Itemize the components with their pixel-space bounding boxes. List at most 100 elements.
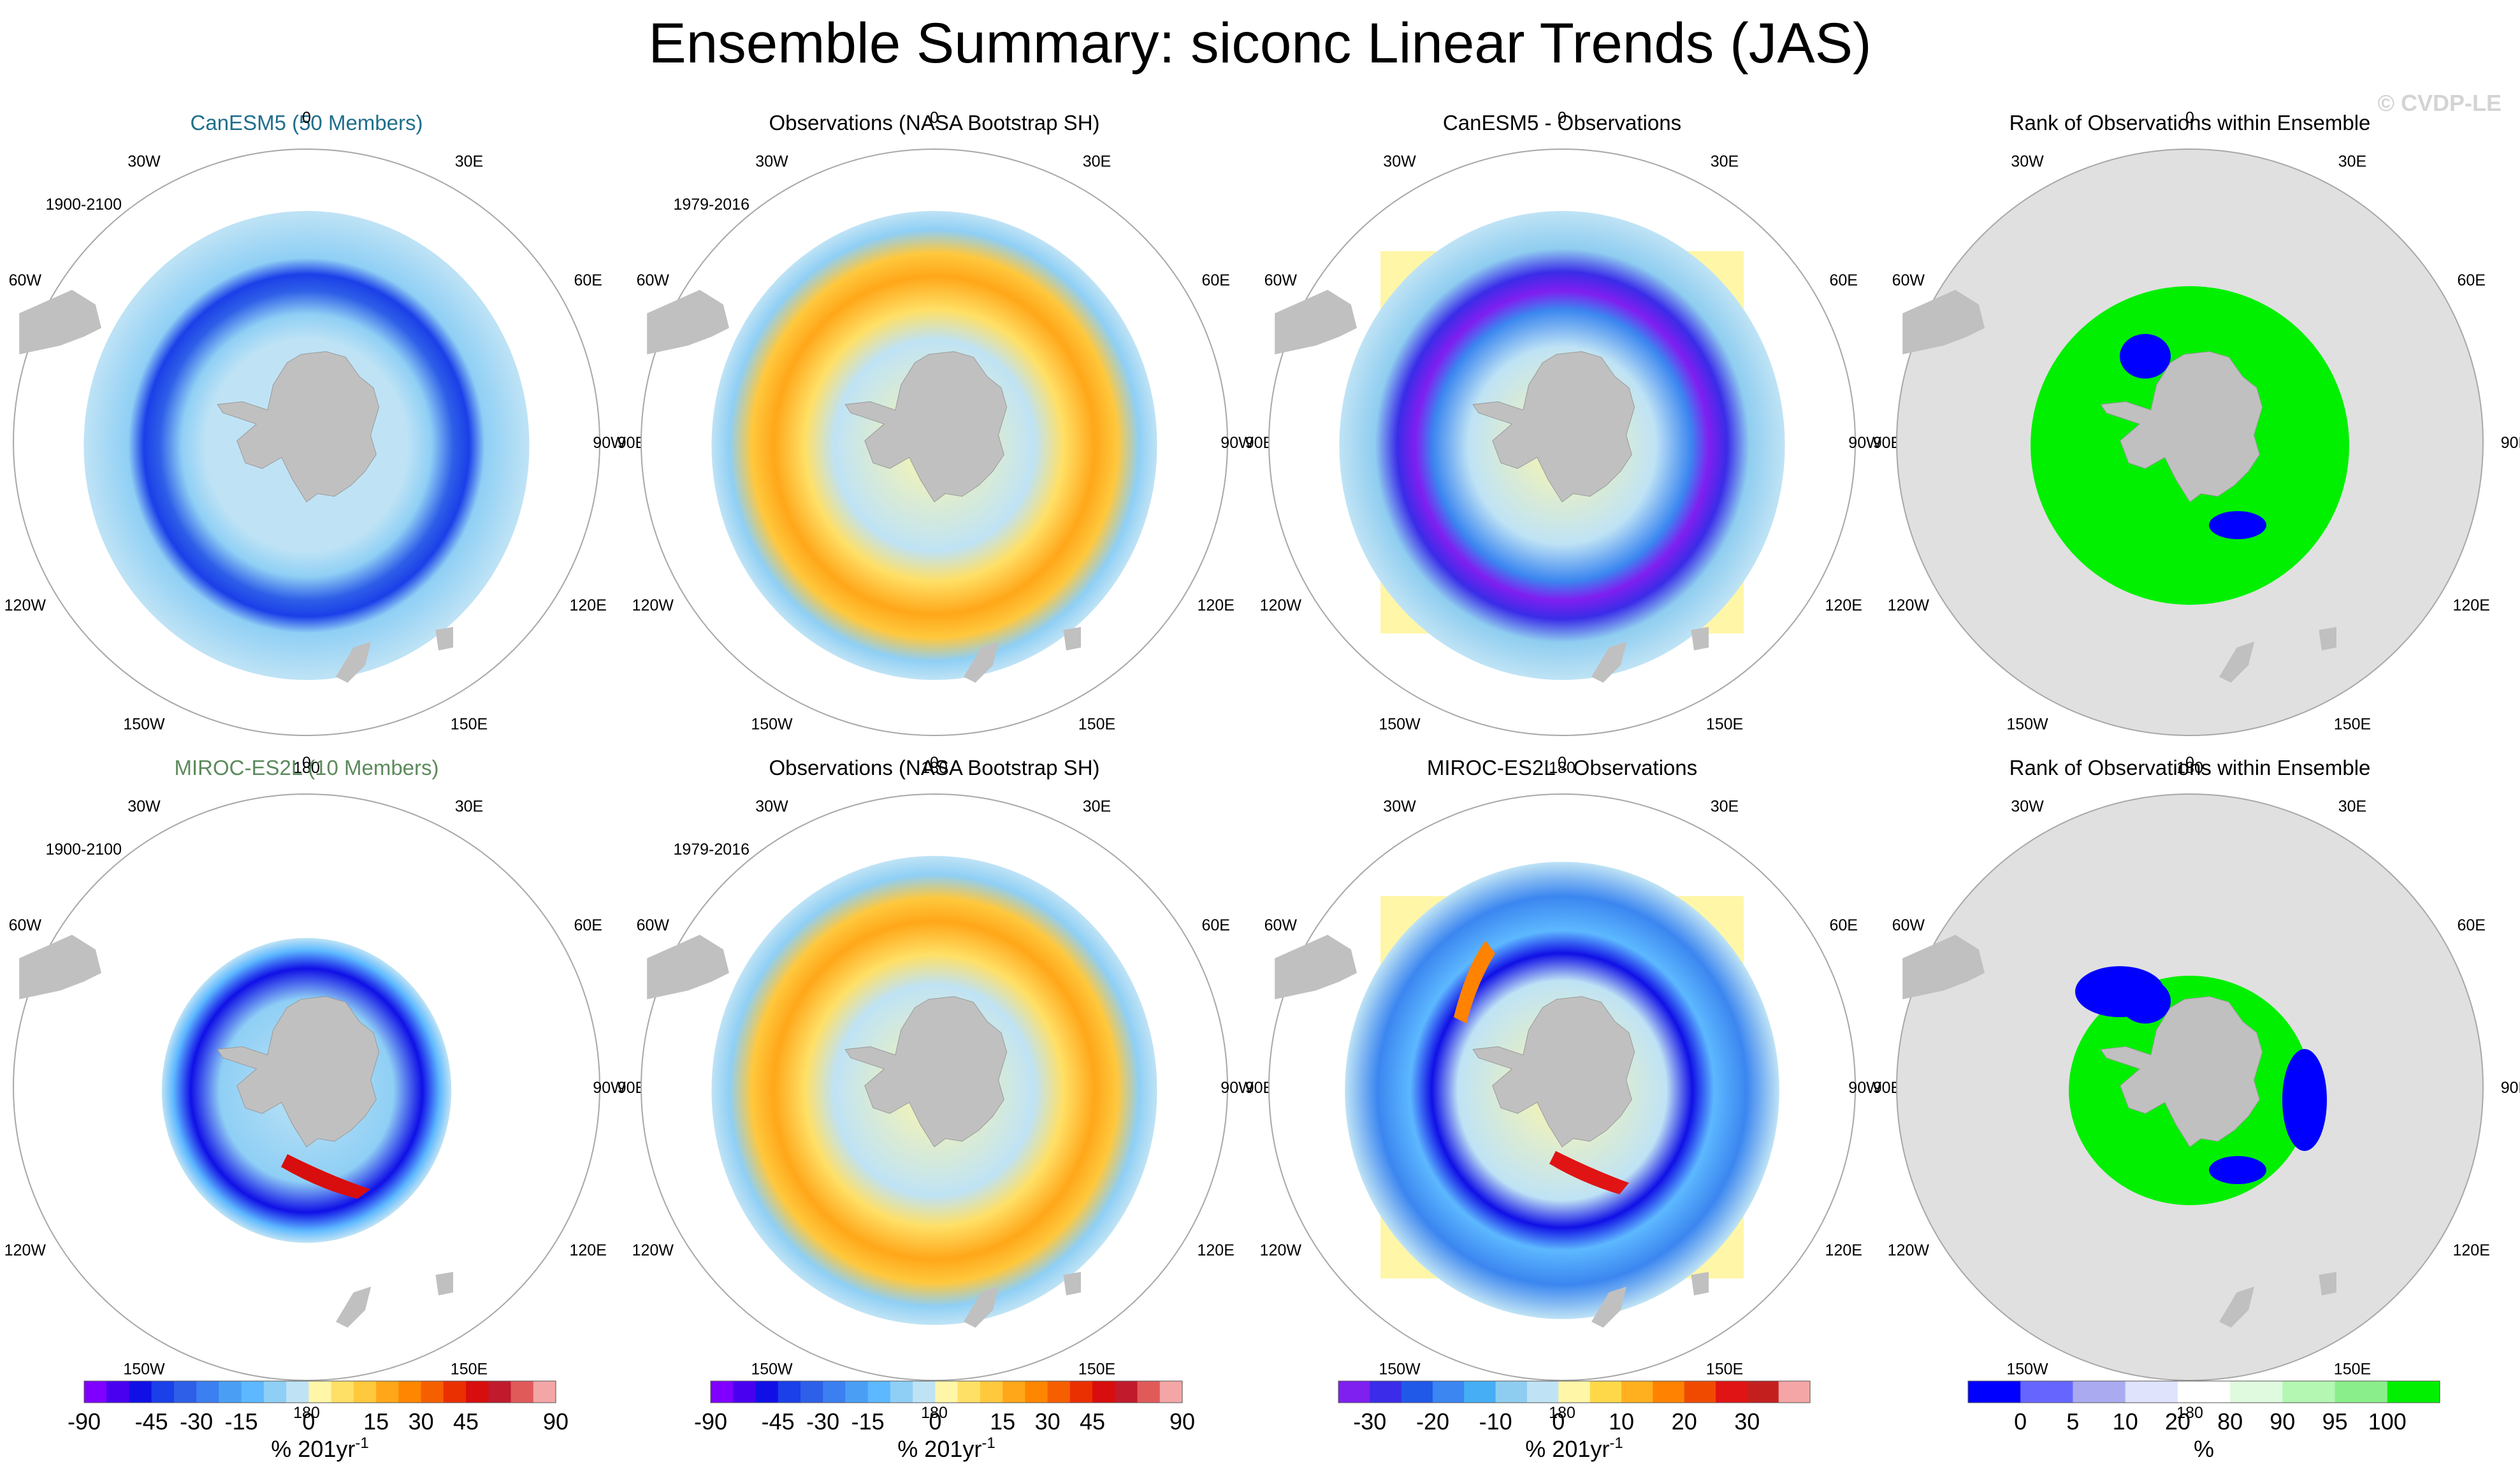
colorbar-swatch xyxy=(845,1381,869,1403)
longitude-label: 150W xyxy=(751,716,793,734)
colorbar-swatch xyxy=(84,1381,107,1403)
longitude-label: 60E xyxy=(1829,916,1857,934)
tasmania-land xyxy=(435,1271,453,1296)
colorbar-swatch xyxy=(241,1381,264,1403)
longitude-label: 60E xyxy=(574,916,602,934)
colorbar-swatch xyxy=(443,1381,467,1403)
panel-period: 1900-2100 xyxy=(45,196,122,213)
antarctica-land xyxy=(2100,351,2263,503)
longitude-label: 60W xyxy=(1264,916,1298,934)
colorbar-tick-label: 45 xyxy=(453,1408,479,1435)
map-panel-7: MIROC-ES2L - Observations030E60E90E120E1… xyxy=(1220,754,1901,1422)
tasmania-land xyxy=(2319,1271,2336,1296)
longitude-label: 0 xyxy=(2185,109,2194,127)
longitude-label: 120W xyxy=(1888,1241,1930,1259)
longitude-label: 90W xyxy=(1220,434,1254,452)
colorbar-tick-label: -90 xyxy=(694,1408,727,1435)
colorbar-swatch xyxy=(129,1381,152,1403)
colorbar-swatch xyxy=(867,1381,891,1403)
panel-title: Observations (NASA Bootstrap SH) xyxy=(769,756,1099,779)
tasmania-land xyxy=(2319,626,2336,651)
colorbar-swatch xyxy=(1047,1381,1071,1403)
colorbar-swatch xyxy=(1115,1381,1138,1403)
rank-field-low xyxy=(2075,966,2164,1017)
colorbar-swatch xyxy=(2230,1381,2283,1403)
antarctica-land xyxy=(844,351,1008,503)
colorbars-layer: -90 -45 -30 -15 0 15 30 45 90% 201yr-1 -90 -45 -30 -… xyxy=(68,1380,2440,1462)
longitude-label: 90W xyxy=(1220,1079,1254,1097)
panel-title: MIROC-ES2L (10 Members) xyxy=(174,756,438,779)
longitude-label: 30W xyxy=(1383,797,1416,815)
trend-colorbar-2: -90 -45 -30 -15 0 15 30 45 90 % 201yr-1 xyxy=(694,1380,1195,1462)
rank-field-low xyxy=(2120,334,2171,379)
longitude-label: 120W xyxy=(1260,1241,1302,1259)
panel-title: Rank of Observations within Ensemble xyxy=(2009,756,2371,779)
colorbar-swatch xyxy=(2282,1381,2336,1403)
antarctica-land xyxy=(1472,996,1635,1148)
new-zealand-land xyxy=(964,1286,999,1328)
south-america-land xyxy=(1902,289,1985,354)
colorbar-swatch xyxy=(1589,1381,1622,1403)
colorbar-tick-label: -45 xyxy=(135,1408,168,1435)
longitude-label: 90E xyxy=(2501,1079,2520,1097)
figure-title: Ensemble Summary: siconc Linear Trends (… xyxy=(648,11,1871,75)
colorbar-tick-label: 5 xyxy=(2066,1408,2079,1435)
colorbar-swatch xyxy=(1621,1381,1653,1403)
longitude-label: 120W xyxy=(1888,597,1930,614)
colorbar-swatch xyxy=(1401,1381,1433,1403)
colorbar-swatch xyxy=(800,1381,823,1403)
colorbar-tick-label: -30 xyxy=(1353,1408,1386,1435)
trend-colorbar-1: -90 -45 -30 -15 0 15 30 45 90 % 201yr-1 xyxy=(68,1380,568,1462)
longitude-label: 0 xyxy=(302,754,311,772)
south-america-land xyxy=(1275,934,1357,999)
colorbar-swatch xyxy=(1433,1381,1465,1403)
longitude-label: 150E xyxy=(1706,716,1743,734)
longitude-label: 90W xyxy=(593,1079,626,1097)
map-panel-3: CanESM5 - Observations030E60E90E120E150E… xyxy=(1220,109,1901,777)
longitude-label: 120W xyxy=(632,597,674,614)
colorbar-swatch xyxy=(1968,1381,2021,1403)
colorbar-swatch xyxy=(2073,1381,2126,1403)
watermark: © CVDP-LE xyxy=(2377,90,2502,116)
longitude-label: 120E xyxy=(570,597,607,614)
longitude-label: 90E xyxy=(2501,434,2520,452)
colorbar-frame xyxy=(1338,1380,1811,1403)
colorbar-swatch xyxy=(511,1381,534,1403)
colorbar-swatch xyxy=(1495,1381,1528,1403)
longitude-label: 150E xyxy=(2334,716,2371,734)
colorbar-tick-label: 45 xyxy=(1080,1408,1105,1435)
longitude-label: 150E xyxy=(2334,1361,2371,1378)
colorbar-swatch xyxy=(2125,1381,2178,1403)
colorbar-tick-label: 15 xyxy=(363,1408,389,1435)
colorbar-swatch xyxy=(353,1381,377,1403)
longitude-label: 150W xyxy=(123,1361,165,1378)
longitude-label: 30W xyxy=(755,152,788,170)
longitude-label: 180 xyxy=(2176,759,2203,777)
longitude-label: 60W xyxy=(1892,271,1925,289)
colorbar-swatch xyxy=(823,1381,846,1403)
longitude-label: 60W xyxy=(9,271,42,289)
longitude-label: 150E xyxy=(1078,716,1115,734)
longitude-label: 30W xyxy=(127,152,161,170)
panels-layer: CanESM5 (50 Members) 1900-2100 0 30E 60E 90E 1… xyxy=(4,109,2520,1422)
south-america-land xyxy=(647,289,729,354)
longitude-label: 30E xyxy=(2338,152,2366,170)
colorbar-swatch xyxy=(1003,1381,1025,1403)
rank-field-low xyxy=(2209,511,2266,539)
tasmania-land xyxy=(435,626,453,651)
colorbar-tick-label: -45 xyxy=(762,1408,795,1435)
longitude-label: 30E xyxy=(1083,152,1111,170)
longitude-label: 120W xyxy=(632,1241,674,1259)
longitude-label: 150W xyxy=(751,1361,793,1378)
longitude-label: 30W xyxy=(127,797,161,815)
colorbar-swatch xyxy=(106,1381,129,1403)
colorbar-swatch xyxy=(398,1381,422,1403)
colorbar-swatch xyxy=(1778,1381,1811,1403)
colorbar-swatch xyxy=(935,1381,959,1403)
longitude-label: 60E xyxy=(1829,271,1857,289)
colorbar-frame xyxy=(1967,1380,2440,1403)
antarctica-land xyxy=(2100,996,2263,1148)
positive-trend-patch xyxy=(281,1154,370,1199)
colorbar-tick-label: 10 xyxy=(1609,1408,1634,1435)
